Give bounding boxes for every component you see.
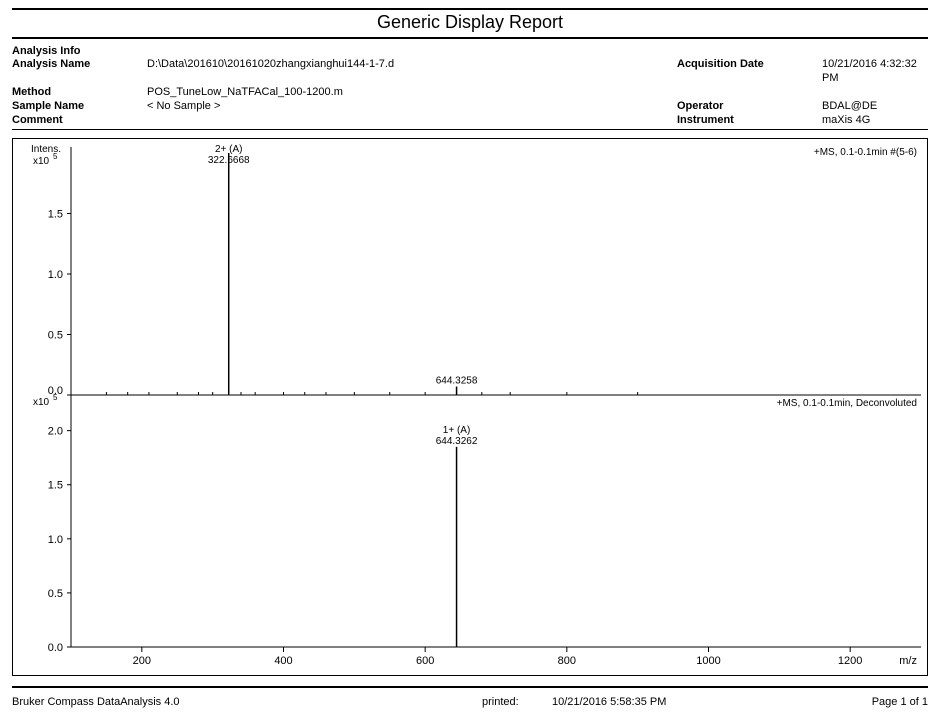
footer-separator	[12, 686, 928, 688]
info-value-left: POS_TuneLow_NaTFACal_100-1200.m	[147, 85, 677, 99]
svg-text:1000: 1000	[696, 655, 720, 667]
report-title: Generic Display Report	[377, 12, 563, 32]
svg-text:1.0: 1.0	[48, 534, 63, 546]
info-value-right	[822, 85, 928, 99]
info-row: Sample Name< No Sample >OperatorBDAL@DE	[12, 99, 928, 113]
info-label-left: Comment	[12, 113, 147, 127]
report-footer: Bruker Compass DataAnalysis 4.0 printed:…	[12, 694, 928, 708]
info-label-right: Instrument	[677, 113, 822, 127]
footer-software: Bruker Compass DataAnalysis 4.0	[12, 696, 482, 708]
svg-text:0.0: 0.0	[48, 642, 63, 654]
svg-text:644.3262: 644.3262	[436, 436, 478, 447]
svg-text:x10: x10	[33, 156, 50, 167]
info-value-left	[147, 113, 677, 127]
svg-text:0.5: 0.5	[48, 330, 63, 342]
info-label-left: Analysis Name	[12, 57, 147, 85]
svg-text:2.0: 2.0	[48, 426, 63, 438]
info-value-left: D:\Data\201610\20161020zhangxianghui144-…	[147, 57, 677, 85]
spectrum-chart-area: Intens.x1050.51.01.50.0+MS, 0.1-0.1min #…	[12, 138, 928, 676]
info-label-right: Acquisition Date	[677, 57, 822, 85]
svg-text:1200: 1200	[838, 655, 862, 667]
svg-text:x10: x10	[33, 397, 50, 408]
info-value-right: 10/21/2016 4:32:32 PM	[822, 57, 928, 85]
footer-printed-label: printed:	[482, 696, 552, 708]
svg-text:400: 400	[274, 655, 292, 667]
svg-text:1.0: 1.0	[48, 269, 63, 281]
svg-text:+MS, 0.1-0.1min, Deconvoluted: +MS, 0.1-0.1min, Deconvoluted	[777, 398, 917, 409]
svg-text:+MS, 0.1-0.1min #(5-6): +MS, 0.1-0.1min #(5-6)	[814, 147, 917, 158]
info-value-right: BDAL@DE	[822, 99, 928, 113]
report-page: Generic Display Report Analysis Info Ana…	[0, 0, 940, 716]
info-row: Comment InstrumentmaXis 4G	[12, 113, 928, 127]
svg-text:1+ (A): 1+ (A)	[443, 425, 471, 436]
analysis-info-block: Analysis Info Analysis NameD:\Data\20161…	[12, 45, 928, 130]
info-label-right: Operator	[677, 99, 822, 113]
svg-text:2+ (A): 2+ (A)	[215, 144, 243, 155]
spectrum-svg: Intens.x1050.51.01.50.0+MS, 0.1-0.1min #…	[13, 139, 927, 675]
svg-text:322.6668: 322.6668	[208, 155, 250, 166]
info-label-left: Sample Name	[12, 99, 147, 113]
svg-text:800: 800	[558, 655, 576, 667]
footer-printed-value: 10/21/2016 5:58:35 PM	[552, 696, 828, 708]
info-label-left: Method	[12, 85, 147, 99]
analysis-info-heading: Analysis Info	[12, 45, 928, 57]
footer-page-number: Page 1 of 1	[828, 696, 928, 708]
info-row: MethodPOS_TuneLow_NaTFACal_100-1200.m	[12, 85, 928, 99]
svg-text:644.3258: 644.3258	[436, 376, 478, 387]
info-label-right	[677, 85, 822, 99]
report-title-bar: Generic Display Report	[12, 8, 928, 39]
svg-text:1.5: 1.5	[48, 209, 63, 221]
svg-text:5: 5	[53, 152, 58, 161]
svg-text:200: 200	[133, 655, 151, 667]
info-row: Analysis NameD:\Data\201610\20161020zhan…	[12, 57, 928, 85]
info-value-left: < No Sample >	[147, 99, 677, 113]
svg-text:m/z: m/z	[899, 655, 917, 667]
svg-text:0.5: 0.5	[48, 588, 63, 600]
svg-text:5: 5	[53, 393, 58, 402]
info-value-right: maXis 4G	[822, 113, 928, 127]
info-separator	[12, 129, 928, 130]
svg-text:600: 600	[416, 655, 434, 667]
svg-text:1.5: 1.5	[48, 480, 63, 492]
